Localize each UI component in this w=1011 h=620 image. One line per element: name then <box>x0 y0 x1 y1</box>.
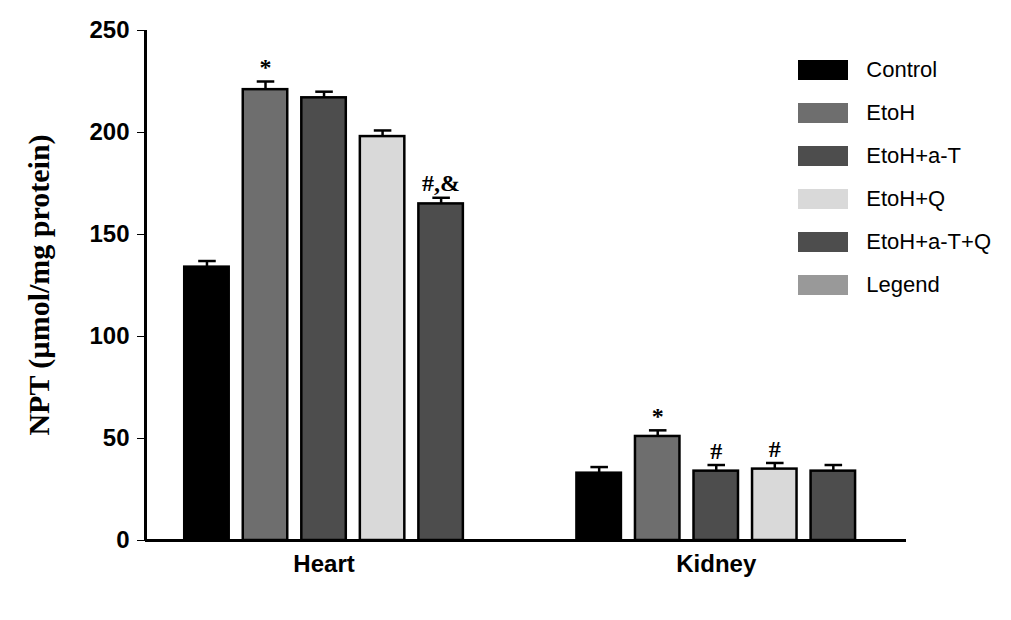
svg-text:#: # <box>710 438 722 464</box>
html-text:NPT (µmol/mg protein): NPT (µmol/mg protein) <box>21 134 55 436</box>
svg-text:Heart: Heart <box>293 550 354 577</box>
html-text:EtoH+a-T+Q: EtoH+a-T+Q <box>866 228 991 254</box>
svg-text:*: * <box>652 403 664 429</box>
svg-text:200: 200 <box>89 118 129 145</box>
html-text:Legend: Legend <box>866 271 940 297</box>
svg-text:100: 100 <box>89 322 129 349</box>
svg-text:0: 0 <box>116 526 129 553</box>
svg-text:#: # <box>769 436 781 462</box>
svg-text:150: 150 <box>89 220 129 247</box>
html-text:Control: Control <box>866 56 938 82</box>
svg-text:#,&: #,& <box>422 170 460 196</box>
html-text:EtoH+Q: EtoH+Q <box>866 185 946 211</box>
svg-text:50: 50 <box>103 424 130 451</box>
svg-text:*: * <box>260 54 272 80</box>
html-text:EtoH+a-T: EtoH+a-T <box>866 142 961 168</box>
svg-text:Kidney: Kidney <box>676 550 757 577</box>
html-text:EtoH: EtoH <box>866 99 916 125</box>
svg-text:250: 250 <box>89 16 129 43</box>
